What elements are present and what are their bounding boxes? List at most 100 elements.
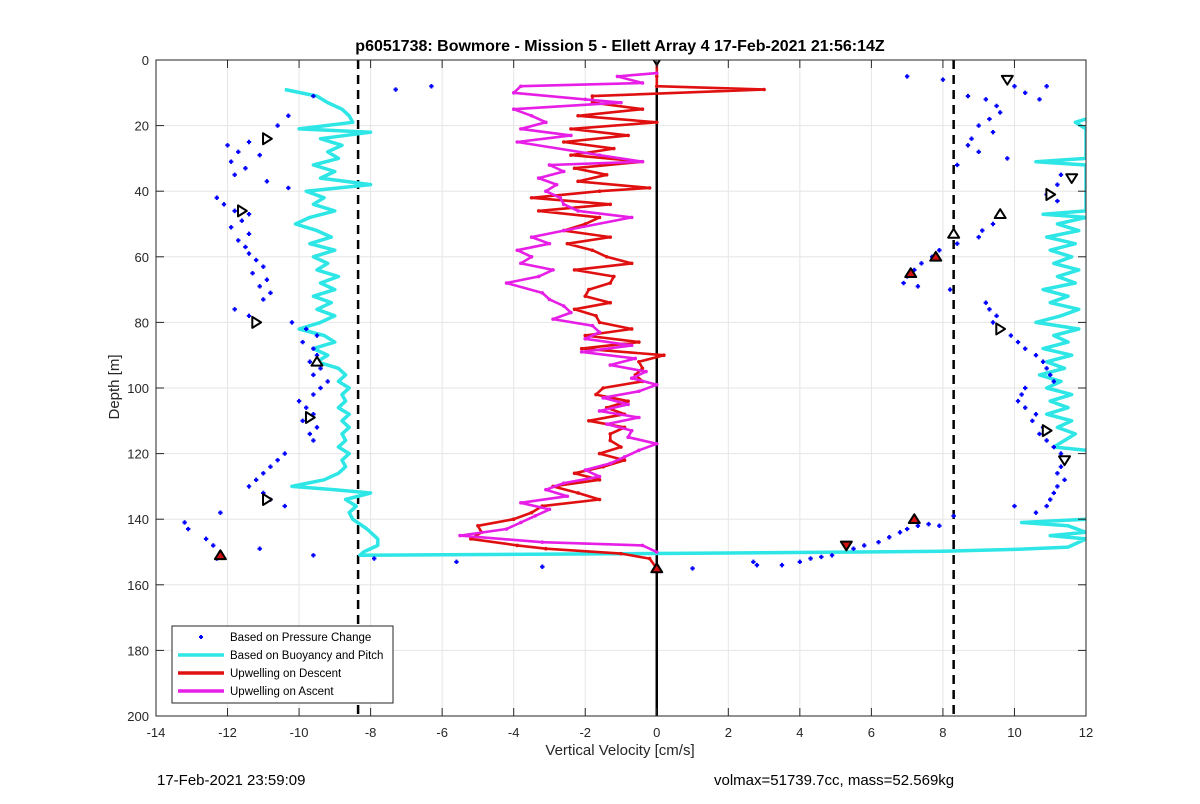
scatter-point <box>214 195 220 200</box>
triangle-right-marker <box>236 204 248 218</box>
series-point <box>561 140 566 144</box>
series-point <box>576 179 580 184</box>
series-point <box>511 107 516 111</box>
scatter-point <box>901 280 906 286</box>
x-tick-label: -2 <box>579 725 591 740</box>
scatter-point <box>987 116 992 122</box>
scatter-point <box>203 536 209 542</box>
series-point <box>544 546 548 551</box>
series-point <box>511 517 516 521</box>
scatter-point <box>261 264 266 269</box>
series-point <box>529 510 534 515</box>
scatter-point <box>264 179 270 184</box>
series-point <box>515 140 520 144</box>
series-point <box>476 523 480 528</box>
series-point <box>540 540 545 544</box>
series-point <box>597 153 602 157</box>
series-point <box>629 327 634 331</box>
y-axis-label: Depth [m] <box>106 354 123 419</box>
scatter-point <box>1044 366 1049 371</box>
scatter-point <box>990 129 996 135</box>
scatter-point <box>304 405 309 410</box>
scatter-point <box>1015 339 1021 345</box>
series-point <box>640 159 645 164</box>
scatter-point <box>393 87 398 92</box>
series-point <box>654 550 659 554</box>
scatter-point <box>1058 172 1064 177</box>
series-point <box>654 71 659 75</box>
scatter-point <box>371 556 377 561</box>
x-tick-label: 8 <box>939 725 946 740</box>
scatter-point <box>904 74 910 79</box>
series-point <box>536 209 541 213</box>
scatter-point <box>185 526 191 532</box>
x-tick-label: 10 <box>1007 725 1021 740</box>
series-point <box>608 363 613 367</box>
scatter-point <box>1012 503 1017 509</box>
scatter-point <box>829 553 835 558</box>
scatter-point <box>990 221 996 227</box>
scatter-point <box>937 248 942 253</box>
series-point <box>536 176 541 180</box>
series-point <box>579 350 584 354</box>
scatter-point <box>311 372 316 378</box>
scatter-point <box>965 93 971 99</box>
scatter-point <box>311 438 316 443</box>
series-point <box>604 254 609 259</box>
series-point <box>458 533 462 538</box>
scatter-point <box>1051 379 1057 384</box>
series-point <box>515 543 520 548</box>
scatter-point <box>808 556 813 561</box>
scatter-point <box>311 346 316 351</box>
scatter-point <box>314 333 320 338</box>
series-point <box>511 91 516 95</box>
series-point <box>519 501 523 505</box>
series-point <box>629 376 634 380</box>
series-point <box>579 346 584 351</box>
y-tick-label: 200 <box>127 709 149 724</box>
series-point <box>515 248 520 253</box>
scatter-point <box>1062 477 1067 483</box>
scatter-point <box>1033 412 1039 417</box>
series-point <box>551 317 555 321</box>
scatter-point <box>236 238 241 243</box>
scatter-point <box>1022 385 1028 391</box>
series-point <box>608 438 613 443</box>
series-point <box>590 323 595 328</box>
scatter-point <box>987 307 992 312</box>
series-point <box>597 497 602 502</box>
triangle-right-marker <box>1041 424 1053 438</box>
scatter-point <box>261 471 266 476</box>
x-tick-label: 6 <box>868 725 875 740</box>
scatter-point <box>275 457 280 463</box>
scatter-point <box>325 379 330 384</box>
series-point <box>583 468 588 472</box>
series-point <box>587 287 591 292</box>
series-point <box>640 543 645 548</box>
x-tick-label: -14 <box>147 725 166 740</box>
series-point <box>626 399 630 403</box>
series-point <box>590 248 595 253</box>
scatter-point <box>994 313 999 319</box>
scatter-point <box>318 366 323 371</box>
legend-label: Based on Pressure Change <box>230 632 371 644</box>
scatter-point <box>1037 431 1042 437</box>
scatter-point <box>236 149 241 155</box>
scatter-point <box>1022 90 1028 95</box>
scatter-point <box>1019 392 1024 397</box>
series-point <box>583 337 588 341</box>
x-tick-label: -12 <box>218 725 237 740</box>
triangle-up-marker <box>904 267 918 279</box>
scatter-point <box>976 123 981 128</box>
scatter-point <box>1055 471 1060 476</box>
scatter-point <box>1037 97 1042 102</box>
scatter-point <box>994 103 999 109</box>
scatter-point <box>1044 84 1049 89</box>
scatter-point <box>228 225 234 230</box>
scatter-point <box>311 553 316 558</box>
series-point <box>576 113 580 118</box>
series-point <box>583 294 588 298</box>
series-point <box>654 84 659 89</box>
series-point <box>640 107 645 111</box>
